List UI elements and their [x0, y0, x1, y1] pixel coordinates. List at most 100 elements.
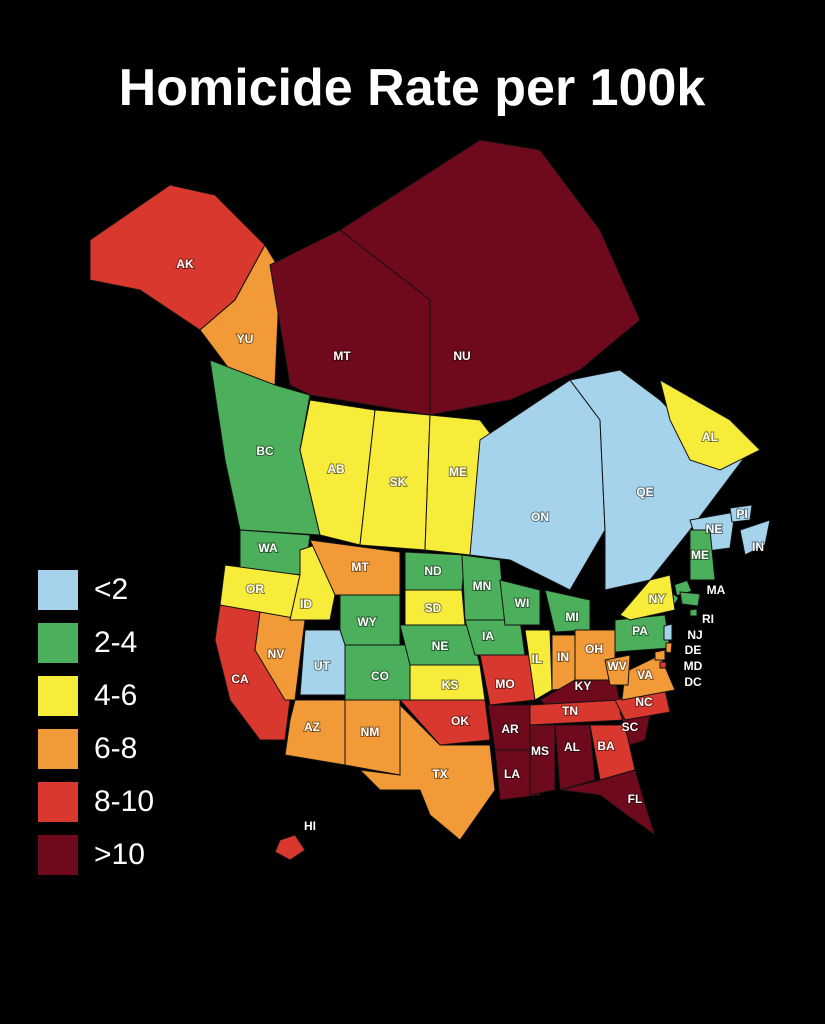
- region-label: NE: [706, 522, 723, 536]
- region-label: DC: [684, 675, 702, 689]
- region-label: MT: [333, 349, 351, 363]
- region-label: VA: [637, 668, 653, 682]
- region: [358, 703, 496, 841]
- region: [619, 574, 676, 621]
- region-label: SK: [390, 475, 407, 489]
- region: [284, 699, 346, 766]
- region-label: NJ: [687, 628, 702, 642]
- region: [529, 724, 556, 796]
- region-label: MO: [495, 677, 514, 691]
- region-label: MN: [473, 579, 492, 593]
- region-label: IN: [557, 650, 569, 664]
- region-label: NC: [635, 695, 653, 709]
- region-label: WY: [357, 615, 376, 629]
- region-label: TX: [432, 767, 447, 781]
- legend-label: 2-4: [94, 626, 137, 659]
- region-label: OH: [585, 642, 603, 656]
- region-label: BC: [256, 444, 274, 458]
- region-label: WV: [607, 659, 626, 673]
- region-label: OR: [246, 582, 264, 596]
- region: [689, 608, 698, 617]
- region-label: ON: [531, 510, 549, 524]
- region-label: WA: [258, 541, 278, 555]
- region: [665, 642, 673, 654]
- legend-swatch: [38, 676, 78, 716]
- region-label: IN: [752, 540, 764, 554]
- region: [299, 399, 376, 546]
- region: [494, 749, 541, 801]
- legend: <2 2-4 4-6 6-8 8-10 >10: [38, 570, 154, 875]
- region-label: AL: [564, 740, 580, 754]
- title: Homicide Rate per 100k: [119, 59, 706, 117]
- region-label: NM: [361, 725, 380, 739]
- legend-swatch: [38, 782, 78, 822]
- region-label: NU: [453, 349, 470, 363]
- region-label: WI: [515, 596, 530, 610]
- region: [554, 724, 596, 791]
- region-label: AZ: [304, 720, 320, 734]
- region-label: BA: [597, 739, 615, 753]
- region: [559, 769, 656, 837]
- region: [659, 661, 667, 669]
- region: [274, 834, 306, 861]
- region-label: MI: [565, 610, 578, 624]
- region-label: KY: [575, 679, 592, 693]
- region-label: CA: [231, 672, 249, 686]
- regions: AK YU MT NU BC AB SK ME ON QE AL NE PI IN WA OR CA NV ID MT…: [89, 139, 771, 861]
- region-label: NE: [432, 639, 449, 653]
- region-label: AR: [501, 722, 519, 736]
- region-label: UT: [314, 659, 331, 673]
- region-label: LA: [504, 767, 520, 781]
- legend-label: >10: [94, 838, 145, 871]
- region-label: YU: [237, 332, 254, 346]
- region-label: TN: [562, 704, 578, 718]
- region: [729, 504, 753, 523]
- region-label: FL: [628, 792, 643, 806]
- region-label: OK: [451, 714, 469, 728]
- legend-label: 4-6: [94, 679, 137, 712]
- region-label: NY: [649, 592, 666, 606]
- region: [654, 649, 666, 661]
- region-label: IA: [482, 629, 494, 643]
- region-label: PI: [736, 507, 747, 521]
- region: [663, 623, 673, 641]
- region: [679, 591, 701, 607]
- legend-swatch: [38, 570, 78, 610]
- region: [499, 579, 541, 626]
- region-label: SC: [622, 720, 639, 734]
- legend-label: <2: [94, 573, 128, 606]
- region-label: MA: [707, 583, 726, 597]
- region-label: QE: [636, 485, 653, 499]
- legend-label: 8-10: [94, 785, 154, 818]
- region-label: PA: [632, 624, 648, 638]
- legend-swatch: [38, 623, 78, 663]
- region: [659, 378, 761, 471]
- region-label: ID: [300, 597, 312, 611]
- region-label: MS: [531, 744, 549, 758]
- region-label: ME: [449, 465, 467, 479]
- region-label: AB: [327, 462, 345, 476]
- region-label: AL: [702, 430, 718, 444]
- region-label: MD: [684, 659, 703, 673]
- region-label: AK: [176, 257, 194, 271]
- region: [339, 139, 641, 416]
- region-label: DE: [685, 643, 702, 657]
- region-label: RI: [702, 612, 714, 626]
- region-label: KS: [442, 678, 459, 692]
- region: [739, 519, 771, 556]
- region: [604, 654, 631, 686]
- legend-swatch: [38, 729, 78, 769]
- region: [398, 699, 491, 746]
- region-label: HI: [304, 819, 316, 833]
- region: [689, 529, 716, 581]
- region-label: NV: [268, 647, 285, 661]
- region-label: ME: [691, 548, 709, 562]
- legend-swatch: [38, 835, 78, 875]
- region-label: MT: [351, 560, 369, 574]
- legend-label: 6-8: [94, 732, 137, 765]
- region-label: SD: [425, 601, 442, 615]
- region-label: CO: [371, 669, 389, 683]
- region-label: ND: [424, 564, 442, 578]
- region-label: IL: [532, 652, 543, 666]
